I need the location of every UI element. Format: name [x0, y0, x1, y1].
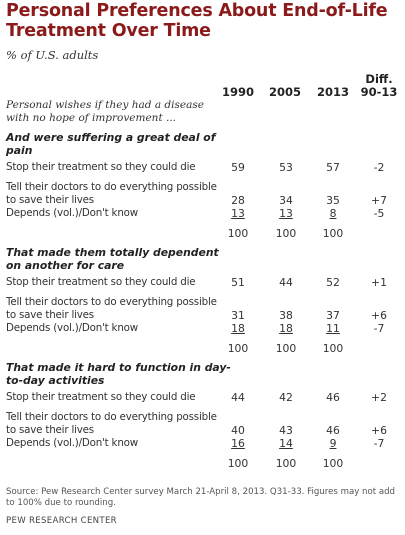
section-heading: That made them totally dependent on anot… — [6, 246, 219, 272]
table-cell: 100 — [322, 342, 344, 355]
row-label: Tell their doctors to do everything poss… — [6, 181, 217, 206]
table-cell: 46 — [326, 391, 340, 404]
table-cell: 44 — [231, 391, 245, 404]
row-label: Stop their treatment so they could die — [6, 276, 196, 288]
column-header-1990: 1990 — [221, 85, 254, 99]
table-cell: 51 — [231, 276, 245, 289]
table-cell: 13 — [231, 207, 245, 220]
table-cell: 52 — [326, 276, 340, 289]
table-cell: 100 — [227, 342, 249, 355]
table-cell: 57 — [326, 161, 340, 174]
table-cell: 100 — [322, 457, 344, 470]
table-cell: 37 — [326, 309, 340, 322]
table-cell: +6 — [371, 424, 387, 437]
chart-subtitle: % of U.S. adults — [6, 48, 99, 62]
table-cell: 18 — [231, 322, 245, 335]
row-label: Stop their treatment so they could die — [6, 161, 196, 173]
table-cell: 53 — [279, 161, 293, 174]
table-cell: 8 — [329, 207, 337, 220]
table-cell: -5 — [373, 207, 385, 220]
table-cell: 44 — [279, 276, 293, 289]
table-cell: +6 — [371, 309, 387, 322]
table-cell: +7 — [371, 194, 387, 207]
column-header-2013: 2013 — [316, 85, 349, 99]
table-cell: 35 — [326, 194, 340, 207]
table-cell: 100 — [227, 457, 249, 470]
table-cell: 13 — [279, 207, 293, 220]
table-cell: 43 — [279, 424, 293, 437]
table-cell: 16 — [231, 437, 245, 450]
row-label: Tell their doctors to do everything poss… — [6, 411, 217, 436]
column-header-2005: 2005 — [268, 85, 301, 99]
table-cell: 28 — [231, 194, 245, 207]
table-cell: 9 — [329, 437, 337, 450]
table-cell: 11 — [326, 322, 340, 335]
intro-text: Personal wishes if they had a disease wi… — [6, 99, 204, 124]
table-cell: +1 — [371, 276, 387, 289]
table-cell: -7 — [373, 322, 385, 335]
table-cell: -7 — [373, 437, 385, 450]
table-cell: 59 — [231, 161, 245, 174]
section-heading: And were suffering a great deal of pain — [6, 131, 216, 157]
table-cell: 100 — [275, 342, 297, 355]
table-cell: -2 — [373, 161, 385, 174]
row-label: Stop their treatment so they could die — [6, 391, 196, 403]
table-cell: 38 — [279, 309, 293, 322]
column-header-diff: Diff. 90-13 — [360, 72, 398, 99]
table-cell: 42 — [279, 391, 293, 404]
table-cell: 40 — [231, 424, 245, 437]
source-note: Source: Pew Research Center survey March… — [6, 487, 396, 508]
table-cell: 100 — [227, 227, 249, 240]
section-heading: That made it hard to function in day-to-… — [6, 361, 231, 387]
brand-label: PEW RESEARCH CENTER — [6, 516, 117, 526]
table-cell: 18 — [279, 322, 293, 335]
row-label: Tell their doctors to do everything poss… — [6, 296, 217, 321]
table-cell: 46 — [326, 424, 340, 437]
table-cell: 100 — [275, 227, 297, 240]
row-label: Depends (vol.)/Don't know — [6, 322, 138, 334]
table-cell: 34 — [279, 194, 293, 207]
table-cell: +2 — [371, 391, 387, 404]
row-label: Depends (vol.)/Don't know — [6, 437, 138, 449]
table-cell: 100 — [322, 227, 344, 240]
row-label: Depends (vol.)/Don't know — [6, 207, 138, 219]
table-cell: 14 — [279, 437, 293, 450]
chart-title: Personal Preferences About End-of-Life T… — [6, 1, 388, 41]
table-cell: 31 — [231, 309, 245, 322]
table-cell: 100 — [275, 457, 297, 470]
